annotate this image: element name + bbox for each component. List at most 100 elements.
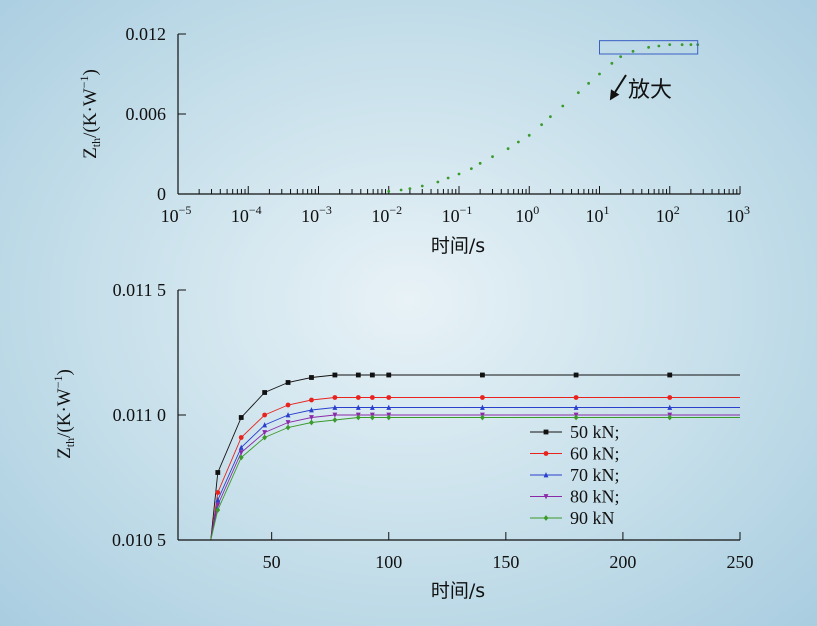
top-data-point	[610, 61, 614, 65]
top-data-point	[469, 167, 473, 171]
top-x-axis-title: 时间/s	[431, 235, 485, 257]
bottom-data-point	[262, 430, 268, 436]
bottom-data-point	[215, 490, 221, 495]
top-data-point	[516, 140, 520, 144]
top-data-point	[446, 176, 450, 180]
bottom-x-tick-label: 250	[727, 552, 754, 572]
bottom-data-point	[332, 395, 338, 400]
top-x-tick-label: 102	[656, 203, 680, 226]
legend-label: 90 kN	[570, 508, 615, 528]
bottom-x-axis-title: 时间/s	[431, 580, 485, 602]
bottom-data-point	[369, 404, 375, 410]
legend-label: 60 kN;	[570, 444, 620, 464]
top-data-point	[478, 161, 482, 165]
bottom-ticks	[178, 289, 741, 541]
bottom-data-point	[285, 412, 291, 418]
bottom-data-point	[332, 412, 338, 418]
top-data-point	[540, 123, 544, 127]
bottom-x-tick-labels: 50 100 150 200 250	[263, 552, 754, 572]
legend-label: 70 kN;	[570, 465, 620, 485]
bottom-data-point	[369, 372, 375, 378]
zoom-arrow	[609, 74, 627, 101]
top-data-point	[420, 184, 424, 188]
bottom-data-point	[309, 419, 314, 426]
bottom-data-point	[386, 372, 392, 378]
bottom-series-line	[210, 414, 740, 541]
bottom-y-tick-labels: 0.010 5 0.011 0 0.011 5	[112, 280, 166, 550]
bottom-x-tick-label: 100	[375, 552, 402, 572]
top-data-point	[647, 45, 651, 49]
bottom-data-point	[238, 454, 244, 461]
bottom-data-point	[262, 390, 268, 395]
bottom-data-point	[332, 417, 338, 423]
bottom-data-point	[386, 414, 392, 421]
top-x-tick-label: 100	[515, 203, 539, 226]
bottom-data-point	[285, 380, 291, 385]
bottom-x-tick-label: 150	[492, 552, 519, 572]
bottom-data-point	[215, 470, 221, 475]
top-data-point	[527, 133, 531, 137]
top-data-point	[457, 172, 461, 176]
bottom-data-point	[573, 395, 579, 400]
legend-marker	[543, 515, 549, 521]
top-data-point	[631, 49, 635, 53]
bottom-data-point	[480, 395, 485, 400]
bottom-series-lines	[210, 374, 740, 541]
bottom-data-point	[355, 372, 361, 378]
top-data-point	[680, 43, 684, 47]
bottom-data-point	[215, 507, 221, 513]
top-data-point	[598, 72, 601, 76]
bottom-data-point	[332, 372, 338, 378]
bottom-data-point	[309, 397, 314, 403]
bottom-data-point	[285, 402, 291, 408]
zoom-annotation: 放大	[628, 78, 672, 103]
top-x-ticks	[177, 186, 741, 194]
legend-marker	[543, 472, 549, 478]
bottom-y-tick-label: 0.011 0	[113, 405, 166, 425]
top-data-point	[689, 43, 693, 47]
bottom-data-point	[386, 404, 392, 410]
top-x-tick-label: 101	[586, 203, 610, 226]
top-data-point	[619, 55, 623, 59]
legend-label: 80 kN;	[570, 487, 620, 507]
top-y-tick-label: 0.012	[126, 24, 167, 44]
top-y-tick-label: 0.006	[126, 104, 167, 124]
top-data-point	[576, 91, 580, 95]
bottom-data-point	[238, 450, 244, 456]
bottom-data-point	[369, 395, 375, 400]
legend-label: 50 kN;	[570, 422, 620, 442]
bottom-data-point	[238, 415, 244, 420]
bottom-data-point	[573, 404, 579, 410]
bottom-x-tick-label: 200	[609, 552, 636, 572]
top-x-tick-label: 10−3	[301, 203, 332, 226]
bottom-data-point	[309, 375, 314, 380]
bottom-data-point	[667, 404, 673, 410]
legend-marker	[543, 429, 549, 435]
bottom-data-point	[480, 414, 485, 421]
top-chart: 10−5 10−4 10−3 10−2 10−1 100 101 102 103 00.0060…	[77, 24, 750, 257]
bottom-data-point	[215, 497, 221, 503]
bottom-series-line	[210, 417, 740, 541]
top-y-tick-labels: 0 0.006 0.012	[126, 24, 167, 204]
top-data-points	[387, 43, 700, 193]
bottom-data-point	[262, 412, 268, 418]
bottom-data-point	[355, 414, 361, 421]
bottom-chart: 50 100 150 200 250 0.010 5 0.011 0 0.011 5 50 …	[51, 280, 754, 602]
top-data-point	[399, 188, 403, 192]
bottom-y-tick-label: 0.010 5	[112, 530, 166, 550]
bottom-data-point	[355, 404, 361, 410]
legend-marker	[543, 494, 549, 500]
bottom-y-tick-label: 0.011 5	[113, 280, 166, 300]
bottom-data-point	[309, 407, 314, 413]
top-data-point	[506, 147, 510, 151]
bottom-series-line	[210, 397, 740, 541]
top-x-tick-label: 10−1	[442, 203, 473, 226]
zoom-box	[599, 40, 699, 55]
top-x-tick-label: 103	[726, 203, 750, 226]
top-data-point	[668, 43, 672, 47]
bottom-series-line	[210, 407, 740, 541]
top-x-tick-label: 10−5	[161, 203, 192, 226]
top-x-tick-label: 10−4	[231, 203, 262, 226]
top-data-point	[548, 115, 552, 119]
